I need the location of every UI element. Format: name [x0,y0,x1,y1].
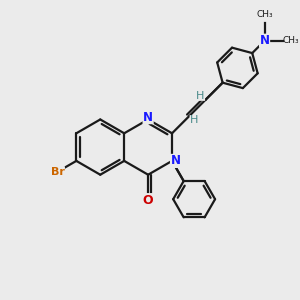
Text: CH₃: CH₃ [282,36,299,45]
Text: N: N [170,154,181,167]
Text: N: N [143,111,153,124]
Text: H: H [196,91,205,100]
Text: H: H [190,116,198,125]
Text: CH₃: CH₃ [256,10,273,19]
Text: Br: Br [50,167,64,177]
Text: N: N [260,34,270,47]
Text: O: O [143,194,153,207]
